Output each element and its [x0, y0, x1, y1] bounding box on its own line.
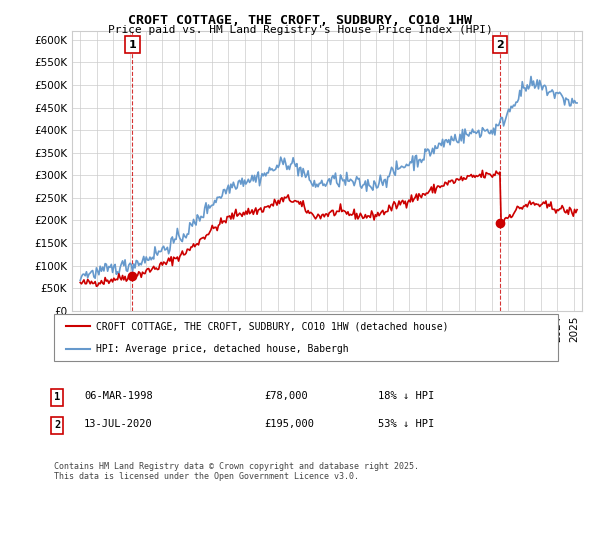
Text: CROFT COTTAGE, THE CROFT, SUDBURY, CO10 1HW: CROFT COTTAGE, THE CROFT, SUDBURY, CO10 … — [128, 14, 472, 27]
Text: 2: 2 — [496, 40, 504, 50]
Text: CROFT COTTAGE, THE CROFT, SUDBURY, CO10 1HW (detached house): CROFT COTTAGE, THE CROFT, SUDBURY, CO10 … — [96, 321, 449, 332]
Text: 06-MAR-1998: 06-MAR-1998 — [84, 391, 153, 401]
Text: 13-JUL-2020: 13-JUL-2020 — [84, 419, 153, 429]
Text: 2: 2 — [54, 421, 60, 431]
Text: £195,000: £195,000 — [264, 419, 314, 429]
Text: 18% ↓ HPI: 18% ↓ HPI — [378, 391, 434, 401]
Text: Price paid vs. HM Land Registry's House Price Index (HPI): Price paid vs. HM Land Registry's House … — [107, 25, 493, 35]
Text: 53% ↓ HPI: 53% ↓ HPI — [378, 419, 434, 429]
Text: Contains HM Land Registry data © Crown copyright and database right 2025.
This d: Contains HM Land Registry data © Crown c… — [54, 462, 419, 482]
Text: 1: 1 — [54, 393, 60, 403]
Text: HPI: Average price, detached house, Babergh: HPI: Average price, detached house, Babe… — [96, 344, 349, 354]
Text: 1: 1 — [128, 40, 136, 50]
Text: £78,000: £78,000 — [264, 391, 308, 401]
